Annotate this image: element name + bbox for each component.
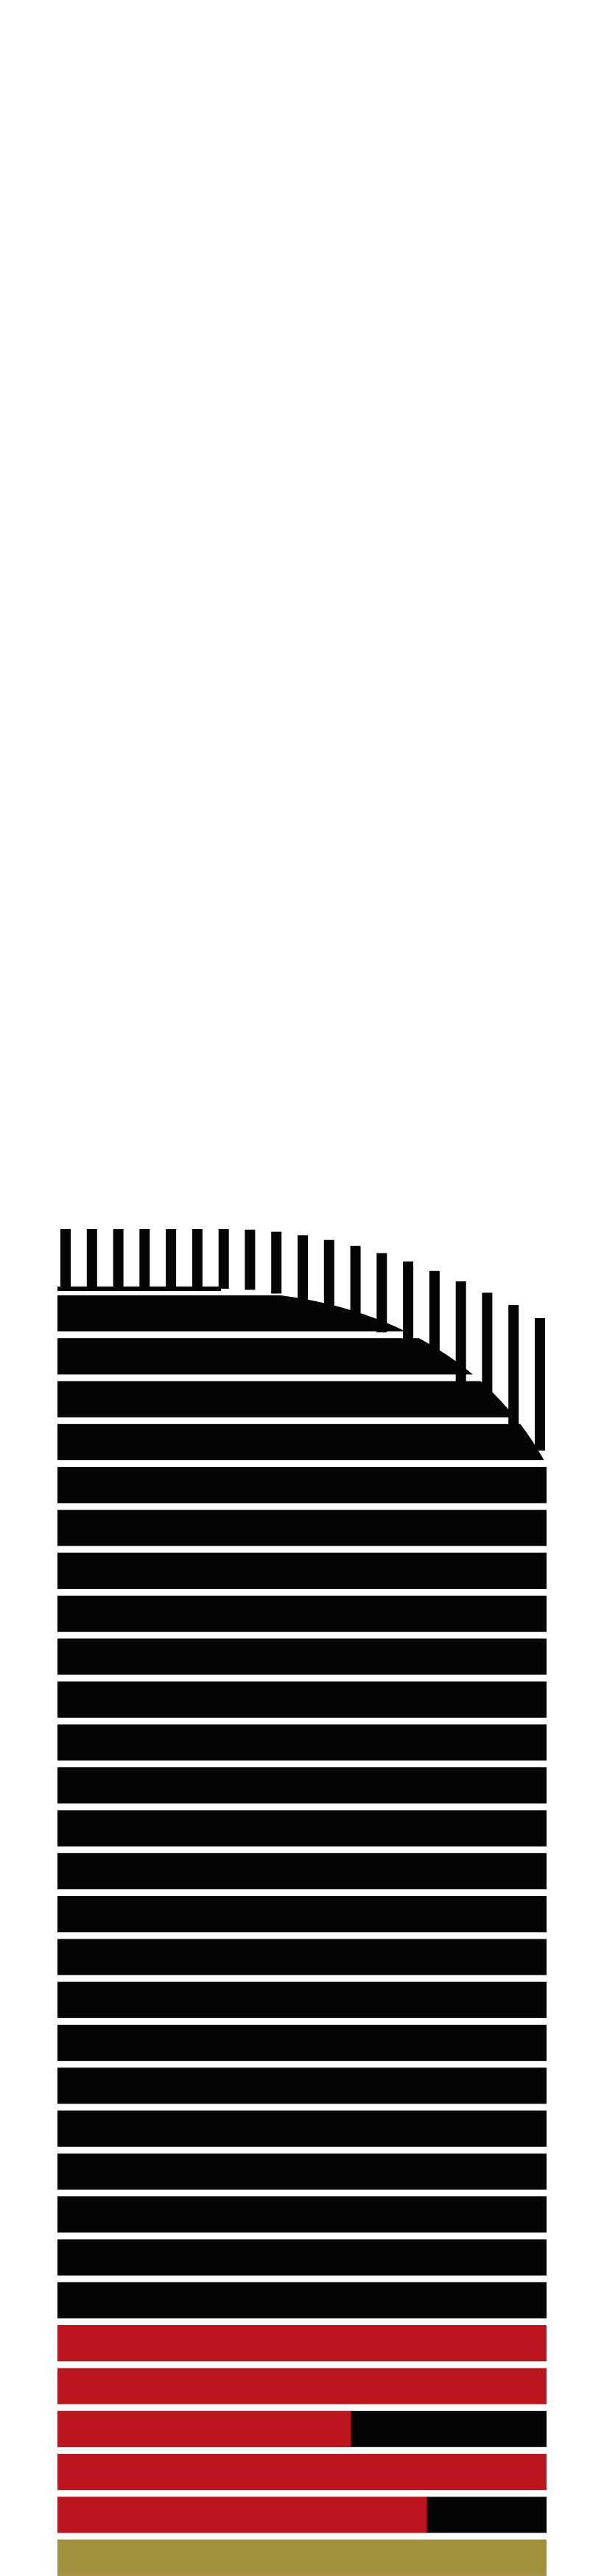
stripe-row-fill	[57, 2539, 547, 2576]
stripe-row-fill	[57, 2110, 547, 2147]
comb-tooth	[455, 1281, 466, 1384]
stripe-row-fill	[57, 1724, 547, 1761]
stripe-row-fill	[57, 2239, 547, 2276]
stripe-row-fill	[57, 1681, 547, 1718]
comb-tooth	[482, 1292, 493, 1405]
comb-tooth	[535, 1317, 545, 1451]
stripe-stack	[57, 1295, 547, 2576]
stripe-row-fill	[57, 1939, 547, 1975]
stripe-row-fill	[57, 2454, 547, 2491]
stripe-row-fill	[57, 2282, 547, 2318]
stripe-row-fill	[57, 1896, 547, 1933]
stripe-row-fill	[57, 2154, 547, 2190]
comb-tooth	[429, 1270, 440, 1365]
stripe-row-fill	[57, 1552, 547, 1589]
comb-tooth	[218, 1229, 229, 1289]
stripe-row-fill	[57, 1381, 547, 1418]
stripe-row-fill	[57, 1423, 547, 1460]
comb-tooth	[508, 1305, 519, 1427]
stripe-row-fill	[57, 1510, 547, 1546]
stripe-row-fill	[57, 2497, 427, 2533]
stripe-row-fill	[57, 1810, 547, 1847]
comb-tooth	[298, 1235, 308, 1301]
comb-teeth	[57, 1229, 545, 1451]
stripe-row-fill	[57, 2410, 351, 2447]
comb-tooth	[350, 1245, 361, 1320]
comb-tooth	[86, 1229, 97, 1289]
stripe-row-fill	[57, 2067, 547, 2104]
comb-tooth	[271, 1231, 282, 1294]
comb-baseline	[57, 1287, 221, 1291]
stripe-row-fill	[57, 1981, 547, 2018]
stripe-row-fill	[57, 2025, 547, 2062]
stripe-row-fill	[57, 2368, 547, 2405]
comb-tooth	[60, 1229, 71, 1289]
comb-tooth	[245, 1229, 256, 1290]
stripe-row-fill	[57, 2325, 547, 2362]
stripe-row-fill	[57, 1638, 547, 1675]
comb-tooth	[113, 1229, 124, 1289]
comb-tooth	[139, 1229, 150, 1289]
comb-tooth	[192, 1229, 203, 1289]
stripe-row-fill	[57, 1853, 547, 1889]
stripe-row-fill	[57, 1767, 547, 1804]
comb-tooth	[166, 1229, 177, 1289]
stripe-row-fill	[57, 1596, 547, 1632]
comb-tooth	[323, 1239, 334, 1309]
comb-tooth	[403, 1262, 414, 1348]
stripe-row-fill	[57, 1467, 547, 1504]
stripe-row-fill	[57, 2196, 547, 2233]
comb-tooth	[376, 1253, 387, 1333]
